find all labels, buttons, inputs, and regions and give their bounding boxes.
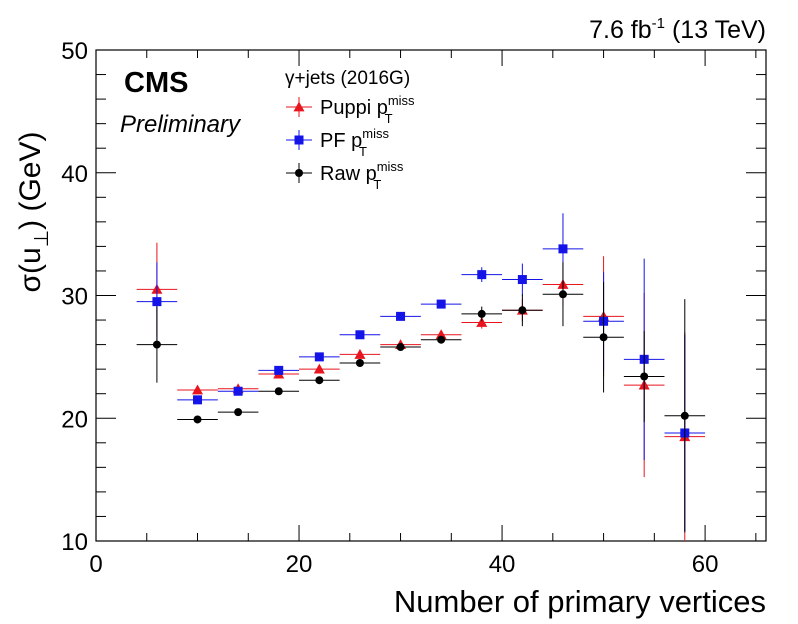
legend: γ+jets (2016G) Puppi pmiss TPF pmiss TRaw … (285, 68, 415, 192)
data-point (436, 299, 446, 309)
data-point (314, 352, 324, 362)
data-point (274, 387, 283, 396)
data-point (518, 306, 527, 315)
x-tick-label: 0 (89, 551, 102, 578)
y-tick-label: 40 (61, 161, 88, 188)
y-tick-label: 10 (61, 529, 88, 556)
tick-labels: 0 20 40 60 10 20 30 40 50 (61, 38, 718, 578)
y-tick-label: 20 (61, 406, 88, 433)
data-point (313, 363, 325, 374)
data-point (152, 340, 161, 349)
legend-marker (293, 101, 305, 112)
legend-marker (295, 169, 303, 177)
x-tick-label: 60 (692, 551, 719, 578)
data-point (476, 317, 488, 327)
y-tick-label: 50 (61, 38, 88, 65)
lumi-label: 7.6 fb-1 (13 TeV) (589, 15, 766, 44)
data-layer (136, 213, 706, 541)
series-triangle (136, 242, 706, 541)
legend-label: Puppi pmiss T (320, 93, 415, 126)
legend-entry: Puppi pmiss T (286, 93, 415, 126)
data-point (274, 365, 284, 375)
data-point (437, 335, 446, 344)
preliminary-label: Preliminary (120, 111, 242, 138)
x-axis-title: Number of primary vertices (394, 584, 766, 619)
legend-marker (294, 135, 304, 145)
data-point (558, 244, 568, 254)
y-tick-label: 30 (61, 284, 88, 311)
data-point (233, 386, 243, 396)
data-point (640, 372, 649, 381)
legend-header: γ+jets (2016G) (285, 68, 410, 89)
legend-entry: PF pmiss T (286, 126, 389, 159)
data-point (680, 411, 689, 420)
y-axis-title: σ(u⊥) (GeV) (14, 132, 53, 293)
legend-entry: Raw pmiss T (286, 159, 404, 192)
data-point (355, 359, 364, 368)
data-point (354, 348, 366, 359)
x-tick-label: 20 (286, 551, 313, 578)
data-point (234, 408, 243, 417)
data-point (477, 270, 487, 280)
data-point (517, 275, 527, 285)
axis-ticks (95, 49, 766, 542)
series-square (136, 213, 706, 532)
x-tick-label: 40 (489, 551, 516, 578)
data-point (152, 297, 162, 307)
data-point (193, 395, 203, 405)
data-point (355, 330, 365, 340)
data-point (396, 311, 406, 321)
legend-label: PF pmiss T (320, 126, 389, 159)
data-point (193, 415, 202, 424)
data-point (435, 329, 447, 340)
data-point (558, 290, 567, 299)
data-point (315, 376, 324, 385)
legend-label: Raw pmiss T (320, 159, 404, 192)
data-point (192, 384, 204, 395)
data-point (599, 333, 608, 342)
svg-text:σ(u⊥) (GeV): σ(u⊥) (GeV) (14, 132, 53, 293)
data-point (396, 343, 405, 352)
series-circle (136, 262, 706, 533)
data-point (477, 309, 486, 318)
cms-label: CMS (124, 67, 188, 99)
